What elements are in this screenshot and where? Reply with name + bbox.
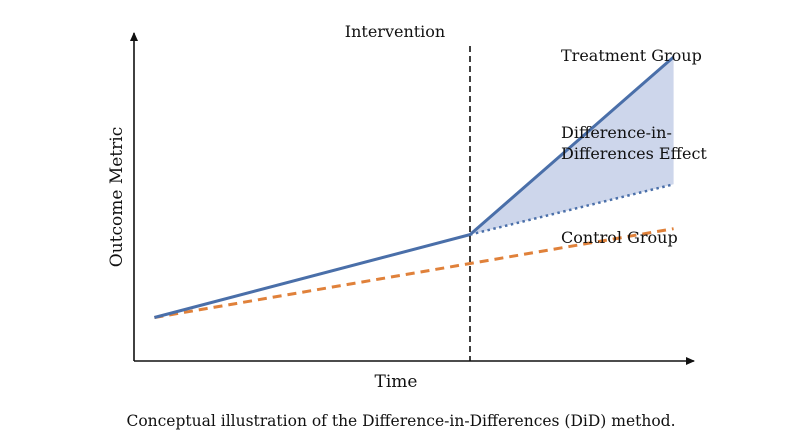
- treatment-group-line: [154, 55, 675, 319]
- control-group-line: [154, 227, 674, 319]
- x-axis-title: Time: [375, 372, 418, 392]
- treatment-group-label: Treatment Group: [561, 46, 702, 65]
- did-effect-label-line1: Difference-in-: [561, 123, 672, 142]
- y-axis-title: Outcome Metric: [107, 127, 127, 267]
- intervention-label: Intervention: [345, 22, 445, 41]
- control-group-label: Control Group: [561, 228, 678, 247]
- did-effect-label-line2: Differences Effect: [561, 144, 707, 163]
- counterfactual-line: [469, 183, 674, 236]
- figure-caption: Conceptual illustration of the Differenc…: [126, 412, 675, 430]
